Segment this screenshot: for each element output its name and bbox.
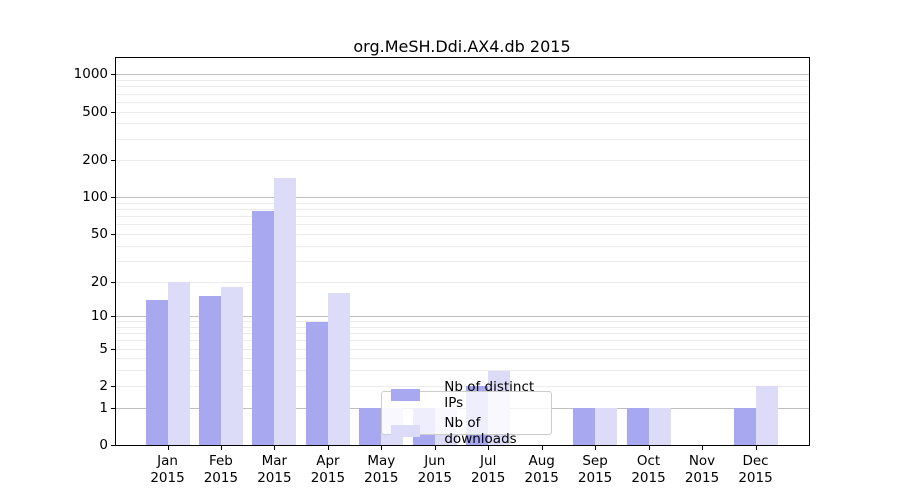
- y-tick-label: 1000: [73, 66, 108, 83]
- gridline: [116, 281, 809, 283]
- x-tick-label-jan: Jan 2015: [150, 453, 185, 486]
- bar-oct-distinct-ips: [626, 407, 649, 445]
- chart-title: org.MeSH.Ddi.AX4.db 2015: [353, 37, 571, 56]
- x-tick-label-mar: Mar 2015: [257, 453, 292, 486]
- y-axis-tick: [111, 234, 115, 235]
- y-tick-label: 20: [90, 273, 108, 290]
- bar-mar-downloads: [274, 177, 297, 445]
- gridline-major: [116, 74, 809, 76]
- y-axis-tick: [111, 316, 115, 318]
- legend-item-distinct-ips: Nb of distinct IPs: [382, 379, 551, 411]
- legend-label-distinct-ips: Nb of distinct IPs: [444, 379, 535, 411]
- x-axis-tick: [434, 446, 436, 450]
- gridline: [116, 333, 809, 335]
- x-tick-label-jul: Jul 2015: [471, 453, 506, 486]
- gridline: [116, 111, 809, 113]
- x-tick-label-nov: Nov 2015: [684, 453, 720, 486]
- x-axis-tick: [381, 446, 383, 450]
- gridline: [116, 160, 809, 162]
- gridline: [116, 101, 809, 103]
- y-tick-label: 5: [99, 340, 108, 357]
- y-axis-tick: [111, 444, 115, 446]
- y-axis-tick: [111, 385, 115, 387]
- gridline: [116, 385, 809, 387]
- gridline: [116, 86, 809, 88]
- gridline: [116, 234, 809, 235]
- gridline: [116, 209, 809, 211]
- y-axis-tick: [111, 281, 115, 283]
- gridline-major: [116, 316, 809, 318]
- y-tick-label: 0: [99, 436, 108, 453]
- gridline: [116, 245, 809, 247]
- x-axis-tick: [755, 446, 757, 450]
- x-tick-label-may: May 2015: [364, 453, 399, 486]
- bar-sep-distinct-ips: [573, 407, 596, 445]
- y-axis-tick: [111, 197, 115, 199]
- legend-label-downloads: Nb of downloads: [444, 415, 517, 447]
- y-tick-label: 10: [90, 308, 108, 325]
- y-tick-label: 500: [82, 103, 108, 120]
- y-tick-label: 2: [99, 377, 108, 394]
- bar-feb-downloads: [221, 287, 243, 445]
- y-tick-label: 1: [99, 399, 108, 416]
- bar-dec-distinct-ips: [733, 407, 756, 445]
- x-axis-tick: [648, 446, 650, 450]
- legend-swatch-downloads: [391, 425, 421, 437]
- bar-apr-downloads: [327, 293, 350, 445]
- gridline: [116, 370, 809, 372]
- legend: Nb of distinct IPs Nb of downloads: [381, 379, 552, 447]
- x-axis-tick: [488, 446, 490, 450]
- legend-swatch-distinct-ips: [391, 389, 421, 401]
- x-tick-label-sep: Sep 2015: [577, 453, 613, 486]
- x-axis-tick: [167, 446, 169, 450]
- legend-item-downloads: Nb of downloads: [382, 415, 551, 447]
- bar-apr-distinct-ips: [305, 321, 328, 445]
- gridline: [116, 326, 809, 328]
- x-axis-tick: [220, 446, 222, 450]
- gridline: [116, 216, 809, 218]
- gridline-major: [116, 197, 809, 199]
- x-tick-label-aug: Aug 2015: [524, 453, 559, 486]
- y-axis-tick: [111, 74, 115, 76]
- gridline: [116, 260, 809, 262]
- x-tick-label-apr: Apr 2015: [310, 453, 346, 486]
- y-axis-tick: [111, 348, 115, 350]
- gridline: [116, 93, 809, 95]
- x-axis-tick: [541, 446, 543, 450]
- gridline: [116, 202, 809, 204]
- bar-oct-downloads: [648, 407, 671, 445]
- x-tick-label-jun: Jun 2015: [417, 453, 452, 486]
- gridline: [116, 80, 809, 81]
- bar-feb-distinct-ips: [199, 296, 221, 445]
- bar-jan-downloads: [167, 281, 190, 445]
- gridline: [116, 358, 809, 360]
- gridline: [116, 123, 809, 125]
- x-axis-tick: [595, 446, 597, 450]
- bar-jan-distinct-ips: [145, 299, 168, 445]
- bar-sep-downloads: [595, 407, 618, 445]
- gridline: [116, 348, 809, 350]
- y-axis-tick: [111, 407, 115, 409]
- gridline: [116, 321, 809, 323]
- y-axis-tick: [111, 160, 115, 162]
- x-tick-label-dec: Dec 2015: [738, 453, 773, 486]
- y-tick-label: 50: [90, 226, 108, 242]
- gridline: [116, 224, 809, 226]
- bar-mar-distinct-ips: [252, 210, 275, 445]
- x-tick-label-oct: Oct 2015: [631, 453, 666, 486]
- x-axis-tick: [274, 446, 276, 450]
- x-tick-label-feb: Feb 2015: [203, 453, 239, 486]
- x-axis-tick: [327, 446, 329, 450]
- bar-dec-downloads: [755, 386, 778, 445]
- bar-may-distinct-ips: [359, 407, 382, 445]
- x-axis-tick: [702, 446, 703, 450]
- gridline: [116, 138, 809, 140]
- gridline: [116, 340, 809, 342]
- y-tick-label: 200: [82, 152, 108, 169]
- y-axis-tick: [111, 111, 115, 113]
- y-tick-label: 100: [82, 189, 108, 206]
